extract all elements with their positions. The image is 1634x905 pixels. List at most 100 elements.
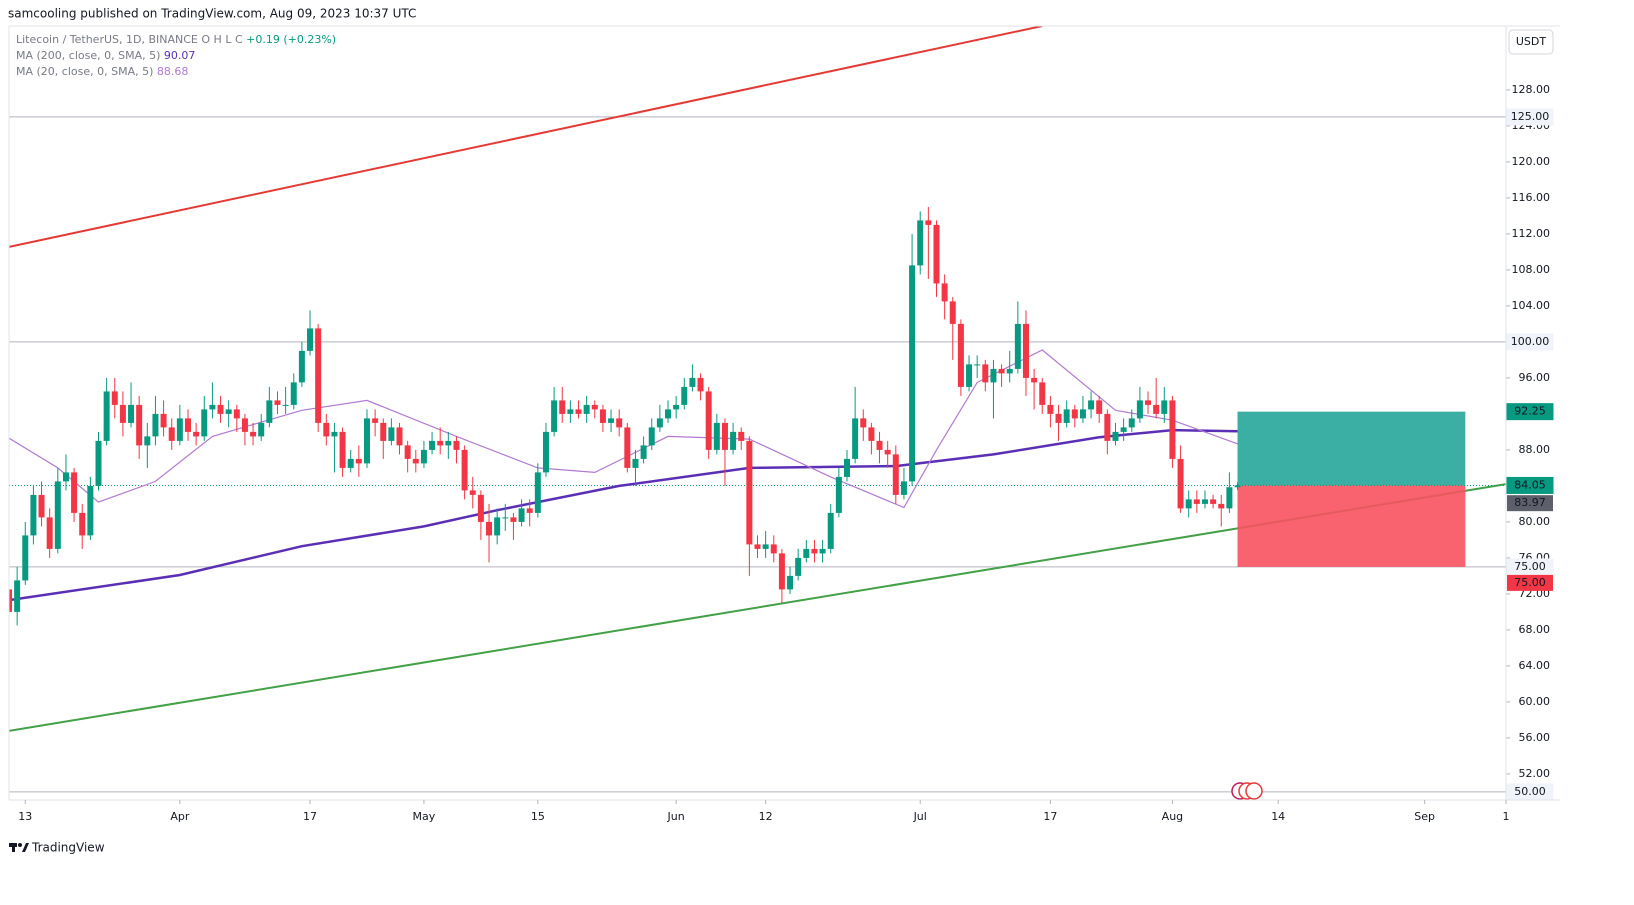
candle-body — [1014, 323, 1021, 369]
candle-body — [307, 328, 314, 351]
candle-body — [363, 418, 370, 464]
candle-body — [46, 517, 53, 549]
candle-body — [9, 589, 12, 612]
candle-body — [22, 535, 29, 581]
candle-body — [697, 377, 704, 392]
candle-body — [1055, 413, 1062, 423]
price-box-label: 92.25 — [1514, 405, 1546, 418]
candle-body — [754, 544, 761, 549]
candle-body — [681, 386, 688, 405]
h-letter: H — [214, 33, 222, 46]
candle-body — [770, 544, 777, 554]
y-tick-label: 108.00 — [1512, 263, 1551, 276]
candle-body — [1169, 400, 1176, 459]
price-box-label: 83.97 — [1514, 496, 1546, 509]
candle-body — [721, 422, 728, 450]
candle-body — [974, 364, 981, 366]
candle-body — [1177, 458, 1184, 509]
candle-body — [1088, 400, 1095, 410]
candle-body — [795, 557, 802, 576]
candle-body — [966, 364, 973, 387]
candle-body — [71, 472, 78, 513]
candle-body — [412, 458, 419, 464]
candle-body — [477, 494, 484, 522]
event-icon[interactable] — [1245, 782, 1263, 800]
candle-body — [738, 431, 745, 441]
candle-body — [420, 449, 427, 464]
candle-body — [526, 508, 533, 513]
candle-body — [941, 283, 948, 302]
candle-body — [746, 440, 753, 545]
candle-body — [168, 427, 175, 441]
candle-body — [95, 440, 102, 486]
candle-body — [933, 224, 940, 284]
candle-body — [274, 400, 281, 405]
y-tick-label: 120.00 — [1512, 155, 1551, 168]
x-tick-label: 15 — [531, 810, 545, 823]
candle-body — [323, 422, 330, 437]
candle-body — [925, 220, 932, 225]
candle-body — [339, 431, 346, 468]
logo-mark — [22, 843, 29, 852]
x-tick-label: 17 — [303, 810, 317, 823]
candle-body — [128, 404, 135, 423]
legend-ohlc: Litecoin / TetherUS, 1D, BINANCE O H L C… — [16, 33, 336, 46]
price-axis: 52.0056.0060.0064.0068.0072.0076.0080.00… — [1506, 83, 1554, 801]
y-tick-label: 60.00 — [1519, 695, 1551, 708]
candle-body — [542, 431, 549, 473]
y-tick-label: 56.00 — [1519, 731, 1551, 744]
currency[interactable]: USDT — [1516, 35, 1547, 48]
header: samcooling published on TradingView.com,… — [8, 7, 416, 21]
candle-body — [176, 418, 183, 441]
candle-body — [510, 517, 517, 522]
candle-body — [1112, 431, 1119, 441]
candle-body — [705, 391, 712, 450]
currency-button[interactable] — [1508, 29, 1554, 55]
candle-body — [225, 409, 232, 414]
candle-body — [136, 404, 143, 446]
candle-body — [453, 440, 460, 450]
change: +0.19 (+0.23%) — [246, 33, 336, 46]
candle-body — [990, 368, 997, 383]
candle-body — [827, 512, 834, 549]
candle-body — [315, 328, 322, 423]
candle-body — [152, 413, 159, 437]
candle-body — [355, 458, 362, 464]
candle-body — [559, 400, 566, 414]
candle-body — [437, 440, 444, 446]
candle-body — [1136, 400, 1143, 419]
candle-body — [233, 409, 240, 419]
candle-body — [87, 485, 94, 536]
candle-body — [1071, 409, 1078, 419]
candle-body — [258, 422, 265, 437]
ma-value: 88.68 — [157, 65, 189, 78]
candle-body — [396, 427, 403, 446]
candle-body — [616, 418, 623, 428]
y-tick-label: 88.00 — [1519, 443, 1551, 456]
candle-body — [673, 404, 680, 410]
candle-body — [917, 220, 924, 266]
candle-body — [111, 391, 118, 405]
trendline — [9, 26, 1043, 248]
candle-body — [567, 409, 574, 414]
ma-value: 90.07 — [164, 49, 196, 62]
price-box-label: 75.00 — [1514, 576, 1546, 589]
candle-body — [388, 427, 395, 441]
moving-average — [9, 349, 1238, 509]
candle-body — [372, 418, 379, 423]
y-tick-label: 116.00 — [1512, 191, 1551, 204]
candle-body — [266, 400, 273, 423]
candle-body — [868, 427, 875, 441]
candle-body — [290, 382, 297, 405]
x-tick-label: 13 — [18, 810, 32, 823]
candle-body — [201, 409, 208, 437]
candle-body — [534, 472, 541, 513]
candle-body — [713, 422, 720, 450]
candle-body — [876, 440, 883, 450]
ma-name: MA (200, close, 0, SMA, 5) — [16, 49, 160, 62]
candle-body — [62, 472, 69, 482]
candle-body — [1153, 404, 1160, 414]
target-zone — [1237, 411, 1466, 486]
event-icons — [1231, 782, 1263, 800]
candle-body — [250, 431, 257, 437]
